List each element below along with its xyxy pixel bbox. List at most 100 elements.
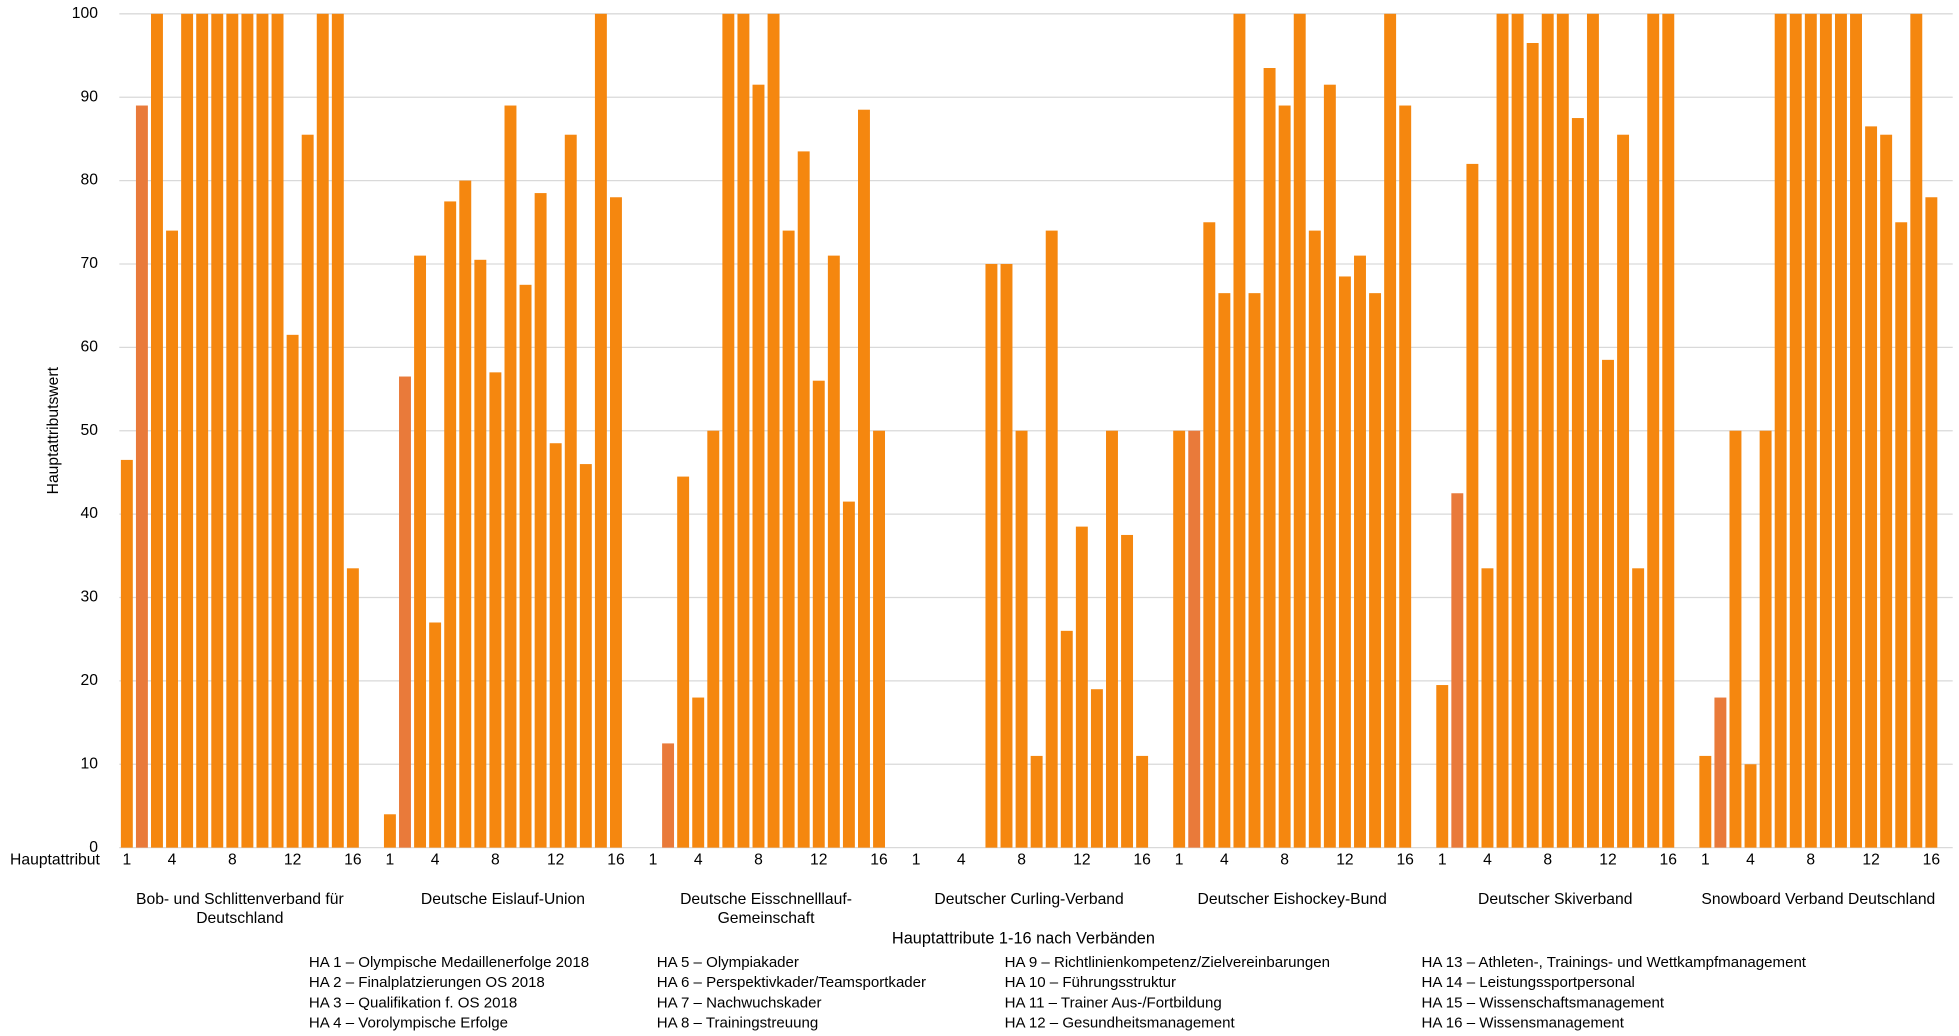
bar xyxy=(1526,42,1539,848)
x-tick-label: 1 xyxy=(1438,851,1447,868)
x-row-label: Hauptattribut xyxy=(10,851,100,868)
x-tick-label: 8 xyxy=(1017,851,1026,868)
group-label-box: Deutscher Skiverband xyxy=(1478,890,1633,908)
group-label-box: Deutsche Eislauf-Union xyxy=(420,890,585,908)
bar xyxy=(489,372,502,848)
bar xyxy=(181,13,194,848)
bar xyxy=(429,622,442,848)
x-tick-label: 16 xyxy=(1396,851,1414,868)
bar xyxy=(1173,430,1186,848)
bar xyxy=(1541,13,1554,848)
bar xyxy=(549,443,562,848)
x-tick-label: 16 xyxy=(1923,851,1941,868)
bar xyxy=(1203,222,1216,848)
x-tick-label: 16 xyxy=(344,851,362,868)
x-tick-label: 12 xyxy=(1599,851,1616,868)
x-tick-label: 12 xyxy=(284,851,301,868)
bar xyxy=(1308,230,1321,848)
bar xyxy=(707,430,720,848)
x-tick-label: 1 xyxy=(122,851,131,868)
bar xyxy=(1925,197,1938,848)
x-tick-label: 8 xyxy=(1543,851,1552,868)
x-tick-label: 4 xyxy=(431,851,440,868)
group-label: Deutscher Skiverband xyxy=(1478,890,1633,908)
bar xyxy=(1188,430,1201,848)
y-tick-label: 70 xyxy=(81,255,99,272)
bar xyxy=(211,13,224,848)
y-tick-label: 0 xyxy=(89,839,98,856)
bar xyxy=(1263,68,1276,848)
bar xyxy=(662,743,675,848)
bar xyxy=(1338,276,1351,848)
bar xyxy=(1496,13,1509,848)
bar xyxy=(797,151,810,848)
group-label-box: Deutsche Eisschnelllauf-Gemeinschaft xyxy=(680,890,852,926)
x-tick-label: 16 xyxy=(607,851,625,868)
bar xyxy=(1789,13,1802,848)
group-label: Deutsche Eislauf-Union xyxy=(420,890,585,908)
bar xyxy=(1451,493,1464,848)
x-tick-label: 4 xyxy=(1483,851,1492,868)
bar xyxy=(1744,764,1757,848)
bar xyxy=(1699,755,1712,848)
x-tick-label: 1 xyxy=(1701,851,1710,868)
bar xyxy=(1030,755,1043,848)
x-tick-label: 4 xyxy=(694,851,703,868)
bar xyxy=(873,430,886,848)
group-label: Deutscher Curling-Verband xyxy=(934,890,1124,908)
bar xyxy=(271,13,284,848)
bar xyxy=(1015,430,1028,848)
legend-note: HA 2 – Finalplatzierungen OS 2018 xyxy=(309,974,545,991)
bar xyxy=(594,13,607,848)
y-tick-label: 40 xyxy=(81,505,99,522)
bar xyxy=(1323,84,1336,848)
bar xyxy=(1819,13,1832,848)
bar xyxy=(1586,13,1599,848)
bar xyxy=(564,134,577,848)
bar xyxy=(196,13,209,848)
bar xyxy=(1136,755,1149,848)
bar xyxy=(1556,13,1569,848)
x-tick-label: 4 xyxy=(1220,851,1229,868)
bar xyxy=(812,380,825,848)
bar xyxy=(226,13,239,848)
bar xyxy=(722,13,735,848)
bar xyxy=(609,197,622,848)
group-label-box: Deutscher Curling-Verband xyxy=(934,890,1124,908)
legend-note: HA 5 – Olympiakader xyxy=(657,954,799,971)
group-label-box: Snowboard Verband Deutschland xyxy=(1701,890,1936,908)
bar xyxy=(1834,13,1847,848)
bar xyxy=(1850,13,1862,848)
legend-note: HA 16 – Wissensmanagement xyxy=(1422,1014,1625,1031)
y-tick-label: 80 xyxy=(81,172,99,189)
bar xyxy=(1759,430,1772,848)
bar xyxy=(737,13,750,848)
legend-note: HA 14 – Leistungssportpersonal xyxy=(1422,974,1635,991)
bar xyxy=(1090,689,1103,848)
legend-note: HA 9 – Richtlinienkompetenz/Zielvereinba… xyxy=(1005,954,1330,971)
x-tick-label: 1 xyxy=(912,851,921,868)
bar xyxy=(519,284,532,848)
bar xyxy=(752,84,765,848)
x-tick-label: 1 xyxy=(649,851,658,868)
bar xyxy=(414,255,427,848)
y-axis-title: Hauptattributswert xyxy=(45,366,62,494)
x-tick-label: 4 xyxy=(957,851,966,868)
bar xyxy=(1632,568,1645,848)
bar xyxy=(767,13,780,848)
group-label: Deutscher Eishockey-Bund xyxy=(1197,890,1387,908)
x-tick-label: 12 xyxy=(1336,851,1353,868)
bar xyxy=(1000,263,1013,848)
legend-note: HA 15 – Wissenschaftsmanagement xyxy=(1422,994,1665,1011)
bar xyxy=(1384,13,1397,848)
bar xyxy=(579,464,592,848)
bar xyxy=(1774,13,1787,848)
group-label: Snowboard Verband Deutschland xyxy=(1701,890,1936,908)
bar xyxy=(1804,13,1817,848)
bar xyxy=(1399,105,1412,848)
group-label: Bob- und Schlittenverband für Deutschlan… xyxy=(136,890,344,927)
x-tick-label: 12 xyxy=(1862,851,1879,868)
bar xyxy=(151,13,163,848)
bar xyxy=(1218,293,1231,848)
